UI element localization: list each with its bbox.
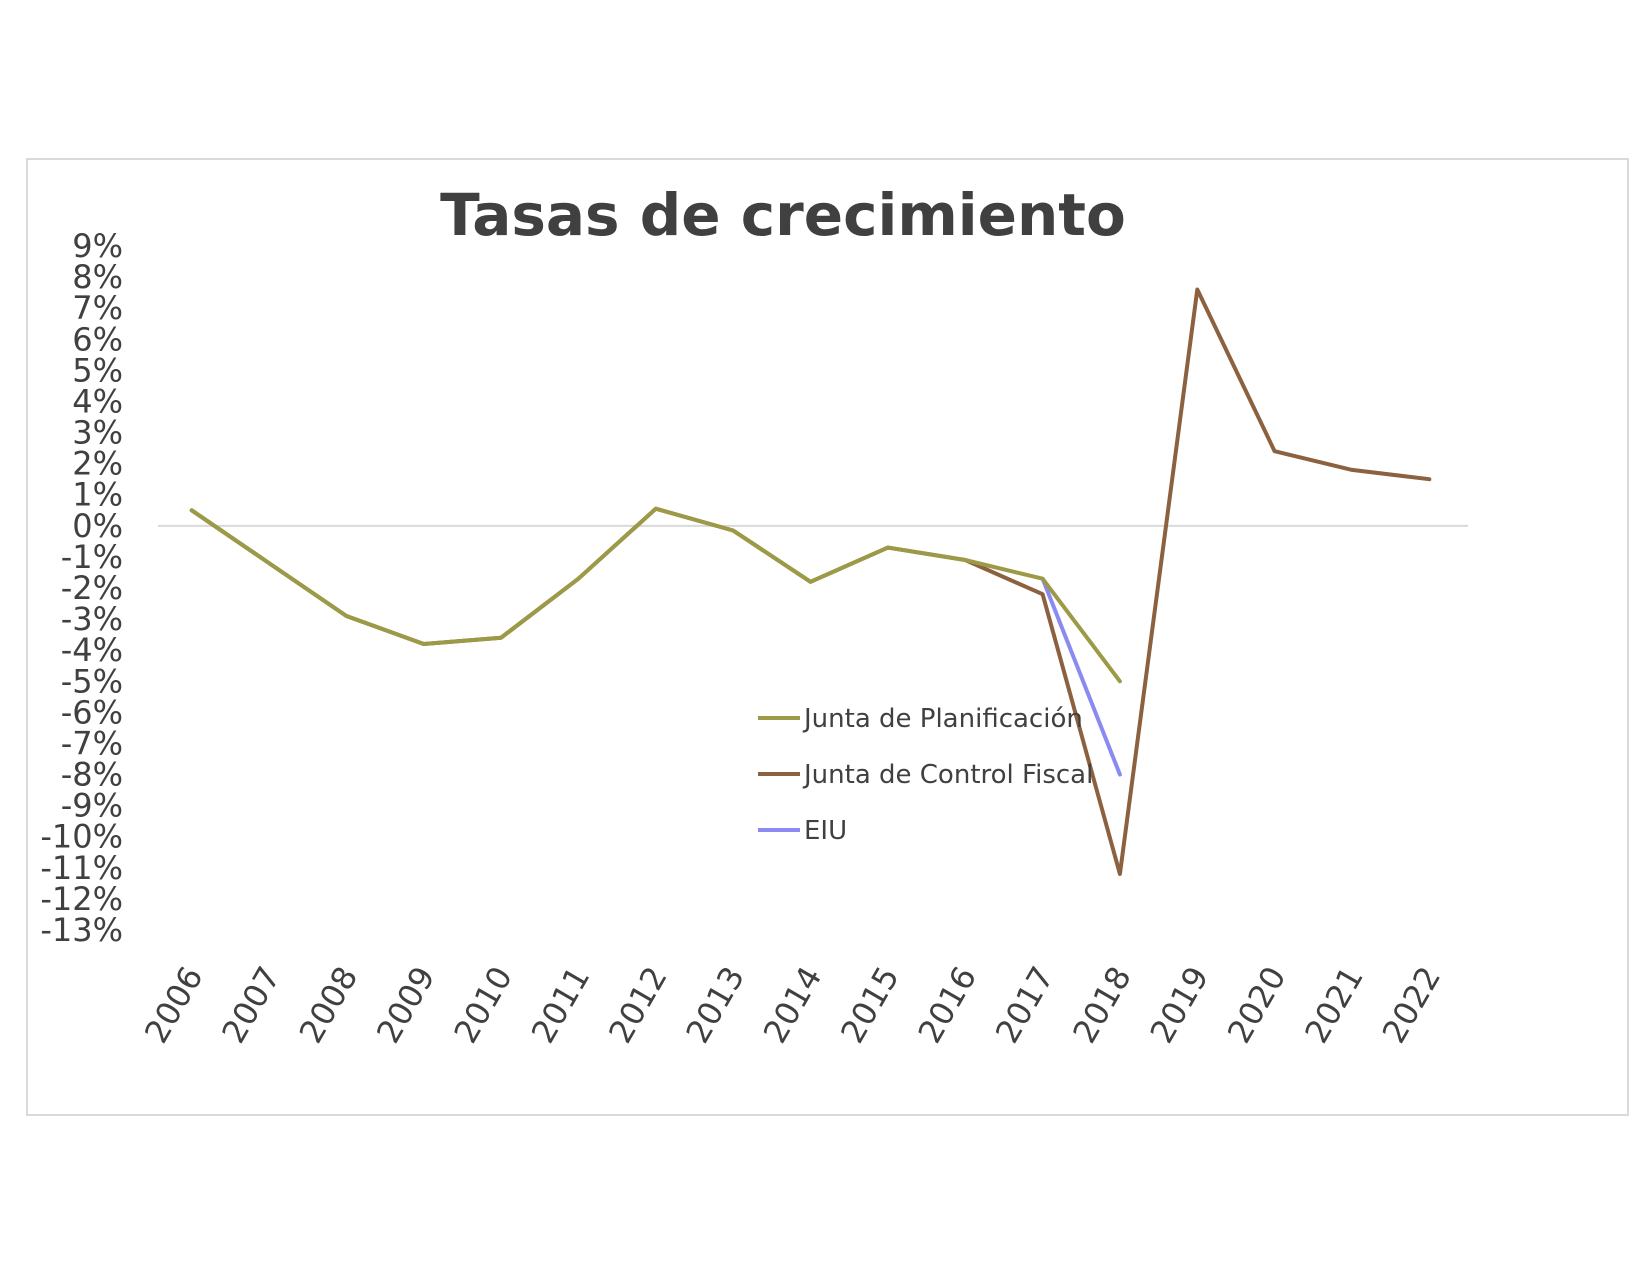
series-line-junta-de-planificacion [189, 506, 1122, 684]
y-tick-label: -10% [40, 818, 123, 856]
y-tick-label: 6% [72, 320, 123, 358]
y-tick-label: -7% [61, 724, 123, 762]
y-tick-label: -13% [40, 911, 123, 949]
y-tick-label: -12% [40, 880, 123, 918]
y-tick-label: -5% [61, 662, 123, 700]
x-tick-label: 2016 [911, 960, 985, 1050]
legend: Junta de Planificación Junta de Control F… [758, 704, 1093, 846]
y-tick-label: 7% [72, 289, 123, 327]
series-line-eiu [1040, 576, 1122, 777]
y-tick-label: 1% [72, 476, 123, 514]
y-axis: 9%8%7%6%5%4%3%2%1%0%-1%-2%-3%-4%-5%-6%-7… [40, 227, 123, 949]
y-tick-label: -1% [61, 538, 123, 576]
x-tick-label: 2017 [988, 960, 1062, 1050]
x-tick-label: 2007 [214, 960, 288, 1050]
x-axis: 2006 2007 2008 2009 2010 2011 2012 2013 2014 2015… [137, 960, 1448, 1050]
y-tick-label: -9% [61, 787, 123, 825]
x-tick-label: 2018 [1065, 960, 1139, 1050]
y-tick-label: 8% [72, 258, 123, 296]
legend-label: Junta de Planificación [802, 704, 1083, 734]
x-tick-label: 2021 [1297, 960, 1371, 1050]
legend-label: EIU [804, 816, 847, 846]
y-tick-label: -2% [61, 569, 123, 607]
x-tick-label: 2020 [1220, 960, 1294, 1050]
y-tick-label: 3% [72, 414, 123, 452]
chart-frame: Tasas de crecimiento 9% 8% 7% 6% 5% 4% 3% 2% 1% 0… [26, 158, 1629, 1116]
x-tick-label: 2014 [756, 960, 830, 1050]
legend-label: Junta de Control Fiscal [802, 760, 1093, 790]
y-tick-label: -8% [61, 756, 123, 794]
y-tick-label: 2% [72, 445, 123, 483]
x-tick-label: 2010 [446, 960, 520, 1050]
x-tick-label: 2013 [678, 960, 752, 1050]
x-tick-label: 2006 [137, 960, 211, 1050]
y-tick-label: 4% [72, 382, 123, 420]
series-layer [189, 287, 1432, 876]
x-tick-label: 2011 [524, 960, 598, 1050]
y-tick-label: -11% [40, 849, 123, 887]
x-tick-label: 2012 [601, 960, 675, 1050]
y-tick-label: -3% [61, 600, 123, 638]
y-tick-label: -6% [61, 693, 123, 731]
y-tick-label: 5% [72, 351, 123, 389]
y-tick-label: 0% [72, 507, 123, 545]
x-tick-label: 2008 [292, 960, 366, 1050]
line-chart: Tasas de crecimiento 9%8%7%6%5%4%3%2%1%0… [40, 181, 1468, 1050]
chart-title: Tasas de crecimiento [440, 181, 1126, 249]
x-tick-label: 2009 [369, 960, 443, 1050]
y-tick-label: 9% [72, 227, 123, 265]
x-tick-label: 2019 [1143, 960, 1217, 1050]
y-tick-label: -4% [61, 631, 123, 669]
x-tick-label: 2015 [833, 960, 907, 1050]
x-tick-label: 2022 [1375, 960, 1449, 1050]
